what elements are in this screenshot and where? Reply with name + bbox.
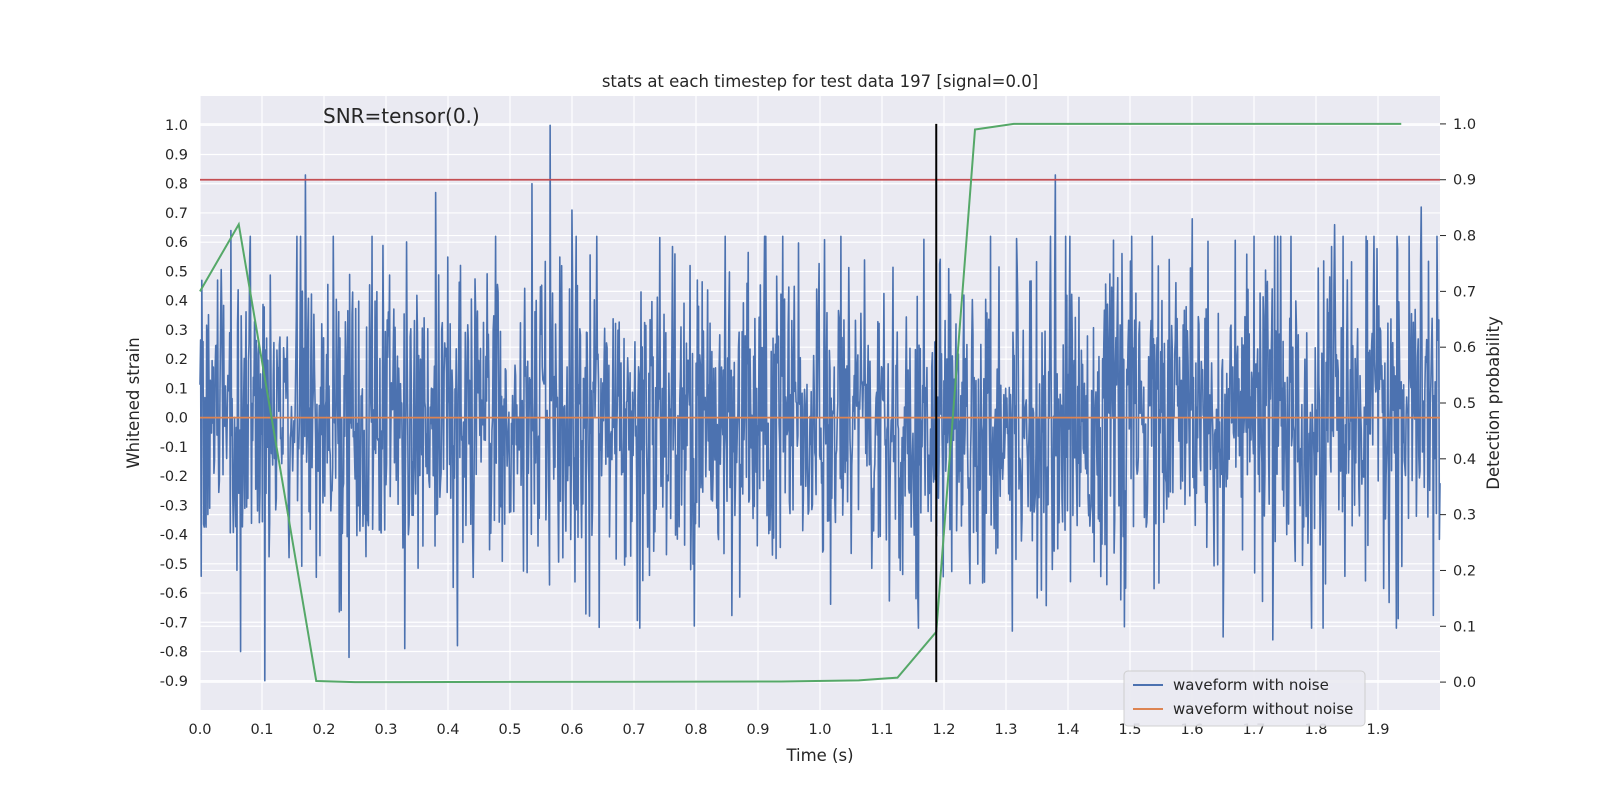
y2-tick-label: 0.3 [1453, 508, 1476, 524]
y-tick-label: -0.1 [160, 440, 188, 456]
y-tick-label: -0.9 [160, 674, 188, 690]
y-tick-label: 0.4 [165, 294, 188, 310]
x-axis-label: Time (s) [785, 746, 853, 765]
x-tick-label: 1.2 [932, 722, 955, 738]
y-tick-label: -0.7 [160, 615, 188, 631]
y-tick-label: 0.6 [165, 235, 188, 251]
x-tick-label: 1.9 [1366, 722, 1389, 738]
x-tick-label: 0.6 [560, 722, 583, 738]
y-tick-label: 0.3 [165, 323, 188, 339]
x-tick-label: 0.1 [250, 722, 273, 738]
y-tick-label: 1.0 [165, 118, 188, 134]
y-tick-label: 0.9 [165, 147, 188, 163]
x-tick-label: 1.1 [870, 722, 893, 738]
y-tick-label: -0.6 [160, 586, 188, 602]
x-tick-label: 0.4 [436, 722, 459, 738]
legend-box [1123, 670, 1366, 727]
y-tick-label: 0.7 [165, 206, 188, 222]
y-tick-label: -0.8 [160, 645, 188, 661]
y2-tick-label: 1.0 [1453, 117, 1476, 133]
y-tick-label: -0.2 [160, 469, 188, 485]
lines-layer [199, 122, 1440, 684]
y2-tick-label: 0.8 [1453, 229, 1476, 245]
y-tick-label: 0.1 [165, 381, 188, 397]
legend-label-without-noise: waveform without noise [1173, 700, 1353, 718]
y-tick-label: -0.3 [160, 498, 188, 514]
x-tick-label: 0.2 [312, 722, 335, 738]
y-tick-label: 0.8 [165, 177, 188, 193]
y2-tick-label: 0.9 [1453, 173, 1476, 189]
y-tick-label: -0.5 [160, 557, 188, 573]
x-tick-label: 0.5 [498, 722, 521, 738]
y2-tick-label: 0.1 [1453, 619, 1476, 635]
x-tick-label: 0.8 [684, 722, 707, 738]
y-tick-label: -0.4 [160, 528, 188, 544]
legend-label-with-noise: waveform with noise [1173, 676, 1329, 694]
x-tick-label: 0.3 [374, 722, 397, 738]
y-tick-label: 0.2 [165, 352, 188, 368]
y2-tick-label: 0.4 [1453, 452, 1476, 468]
y2-axis-label: Detection probability [1484, 316, 1503, 490]
y2-tick-label: 0.7 [1453, 284, 1476, 300]
series-waveform-with-noise [199, 124, 1441, 682]
y-tick-label: 0.0 [165, 411, 188, 427]
x-tick-label: 1.3 [994, 722, 1017, 738]
y2-tick-label: 0.0 [1453, 675, 1476, 691]
x-tick-label: 1.0 [808, 722, 831, 738]
y2-tick-label: 0.6 [1453, 340, 1476, 356]
x-tick-label: 1.4 [1056, 722, 1079, 738]
chart-title: stats at each timestep for test data 197… [602, 72, 1038, 91]
legend: waveform with noise waveform without noi… [1123, 670, 1366, 727]
y-axis-label: Whitened strain [124, 337, 143, 468]
x-tick-label: 0.9 [746, 722, 769, 738]
y2-tick-label: 0.5 [1453, 396, 1476, 412]
x-tick-label: 0.7 [622, 722, 645, 738]
snr-annotation: SNR=tensor(0.) [323, 104, 480, 128]
x-tick-label: 0.0 [188, 722, 211, 738]
y-tick-label: 0.5 [165, 264, 188, 280]
y2-tick-label: 0.2 [1453, 563, 1476, 579]
series-detection-probability [199, 122, 1402, 684]
noisy-waveform-layer [199, 124, 1441, 682]
tick-labels: 0.0 0.1 0.2 0.3 0.4 0.5 0.6 0.7 0.8 0.9 1.0 1.1 1.2 1… [160, 117, 1476, 738]
